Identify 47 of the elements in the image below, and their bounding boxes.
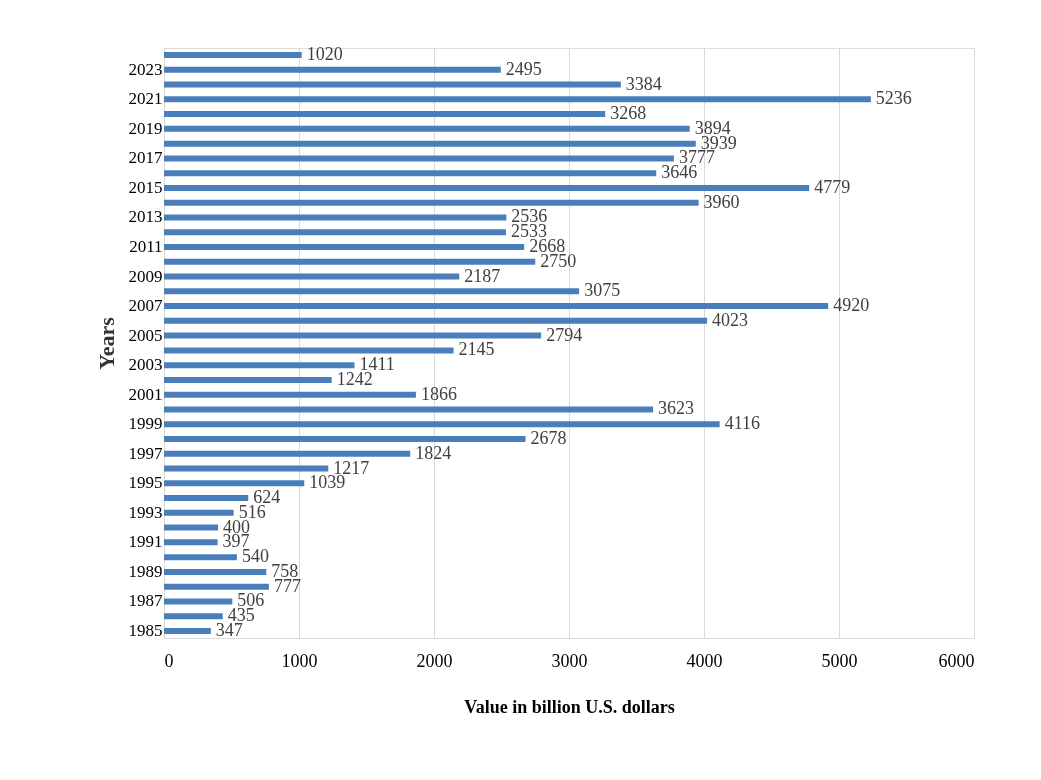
data-label: 1866 xyxy=(420,383,457,404)
y-tick-label: 2021 xyxy=(128,89,163,109)
y-tick-label: 2023 xyxy=(128,59,163,79)
y-tick-label: 1999 xyxy=(128,414,163,434)
data-label: 5236 xyxy=(875,88,912,109)
data-label: 2678 xyxy=(530,427,567,448)
data-label: 3384 xyxy=(625,73,662,94)
y-axis-title: Years xyxy=(93,316,119,370)
y-tick-label: 1987 xyxy=(128,591,163,611)
data-label: 4116 xyxy=(724,413,760,434)
y-tick-label: 2003 xyxy=(128,355,163,375)
x-tick-label: 4000 xyxy=(686,650,723,671)
data-label: 2495 xyxy=(505,58,542,79)
data-label: 2187 xyxy=(464,265,501,286)
data-label: 2794 xyxy=(546,324,583,345)
data-label: 1824 xyxy=(415,442,452,463)
y-tick-label: 2017 xyxy=(128,148,163,168)
y-tick-label: 2001 xyxy=(128,384,163,404)
y-tick-label: 2015 xyxy=(128,177,163,197)
x-tick-label: 3000 xyxy=(551,650,588,671)
y-tick-label: 1993 xyxy=(128,502,163,522)
data-label: 4023 xyxy=(712,309,749,330)
x-tick-label: 1000 xyxy=(281,650,318,671)
y-tick-label: 1995 xyxy=(128,473,163,493)
y-tick-label: 1989 xyxy=(128,561,163,581)
x-tick-label: 0 xyxy=(164,650,174,671)
x-tick-label: 6000 xyxy=(938,650,975,671)
data-label: 2145 xyxy=(458,339,495,360)
y-tick-label: 2007 xyxy=(128,296,163,316)
x-tick-label: 5000 xyxy=(821,650,858,671)
data-label: 1020 xyxy=(306,44,343,65)
y-tick-label: 2009 xyxy=(128,266,163,286)
data-label: 4779 xyxy=(814,176,851,197)
data-label: 3268 xyxy=(610,103,647,124)
y-tick-label: 1991 xyxy=(128,532,163,552)
y-tick-label: 2011 xyxy=(129,237,163,257)
data-label: 3075 xyxy=(584,280,621,301)
data-label: 3960 xyxy=(703,191,740,212)
data-label: 4920 xyxy=(833,295,870,316)
y-tick-label: 1985 xyxy=(128,620,163,640)
data-label: 3623 xyxy=(658,398,695,419)
y-tick-label: 2013 xyxy=(128,207,163,227)
y-tick-label: 2005 xyxy=(128,325,163,345)
y-tick-label: 1997 xyxy=(128,443,163,463)
x-axis-title: Value in billion U.S. dollars xyxy=(464,696,675,717)
x-tick-label: 2000 xyxy=(416,650,453,671)
y-tick-label: 2019 xyxy=(128,118,163,138)
